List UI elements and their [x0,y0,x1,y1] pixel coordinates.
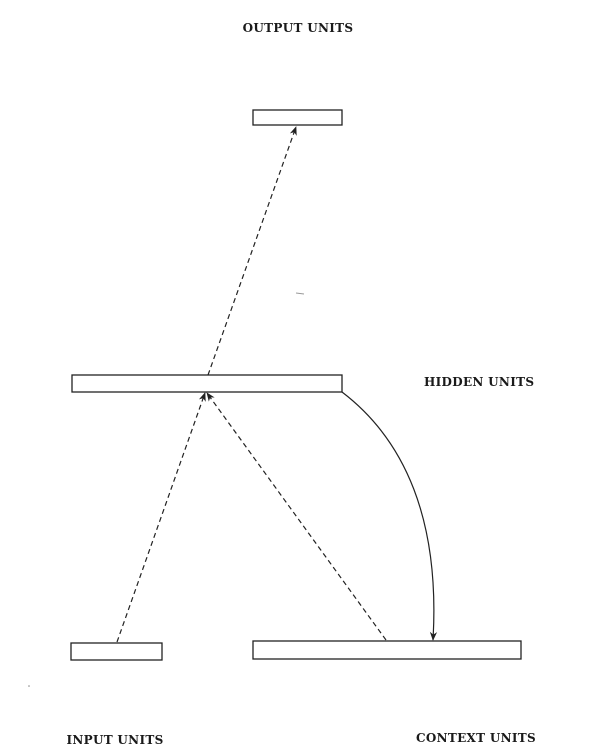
context-units-layer [252,640,522,660]
hidden-to-output-connection [207,126,297,376]
output-units-layer [252,109,343,126]
context-units-label: CONTEXT UNITS [416,731,536,745]
scan-speck [295,292,305,295]
hidden-units-label: HIDDEN UNITS [424,375,534,389]
scan-dot [28,685,30,687]
input-units-layer [70,642,163,661]
input-to-hidden-connection [116,392,206,643]
context-to-hidden-connection [206,392,387,641]
input-units-label: INPUT UNITS [66,733,163,747]
hidden-to-context-copy-connection [341,391,438,641]
output-units-label: OUTPUT UNITS [243,21,354,35]
hidden-units-layer [71,374,343,393]
